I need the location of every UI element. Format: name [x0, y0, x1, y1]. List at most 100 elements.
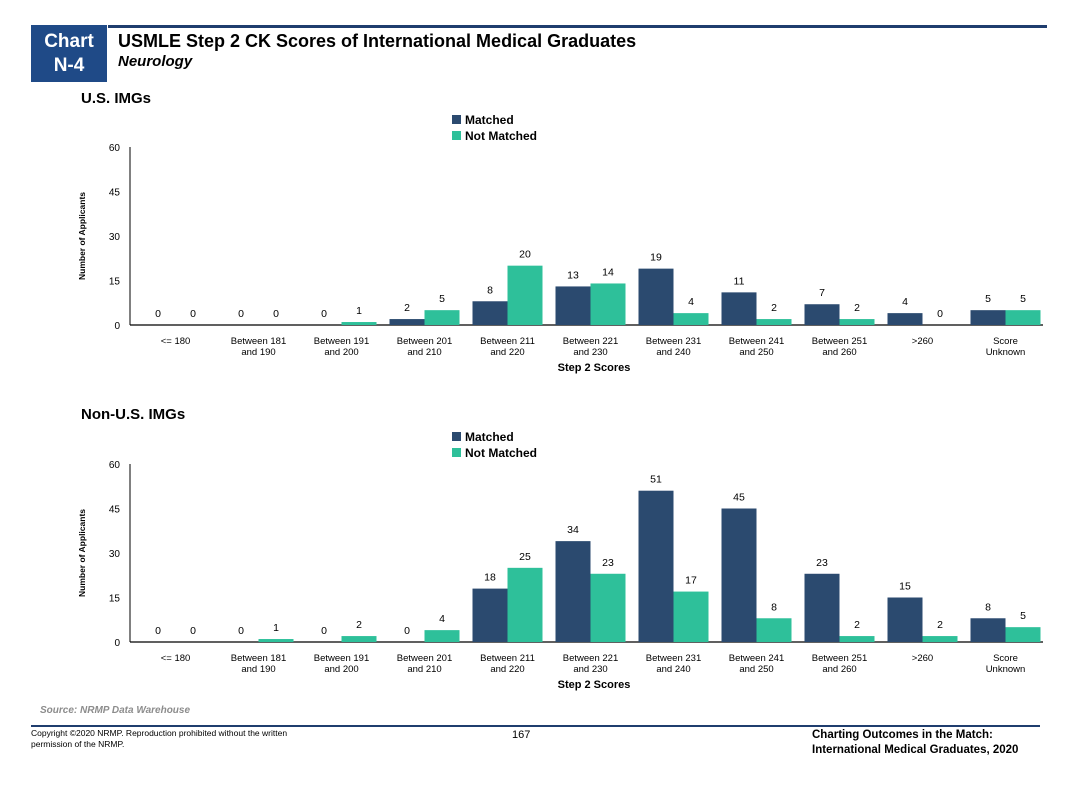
- bar-not-matched: [341, 636, 377, 642]
- x-tick-label: and 260: [822, 664, 856, 675]
- data-label-matched: 8: [487, 284, 493, 296]
- data-label-not-matched: 2: [771, 302, 777, 314]
- x-tick-label: and 250: [739, 347, 773, 358]
- bar-not-matched: [922, 636, 958, 642]
- x-tick-label: Unknown: [986, 347, 1026, 358]
- data-label-not-matched: 4: [688, 296, 694, 308]
- x-tick-label: <= 180: [161, 653, 191, 664]
- bar-matched: [638, 268, 674, 325]
- bar-not-matched: [341, 322, 377, 325]
- data-label-matched: 4: [902, 296, 908, 308]
- x-tick-label: and 250: [739, 664, 773, 675]
- y-tick-label: 45: [109, 505, 121, 516]
- x-tick-label: and 190: [241, 347, 275, 358]
- publication-line-2: International Medical Graduates, 2020: [812, 744, 1019, 756]
- data-label-matched: 5: [985, 293, 991, 305]
- data-label-matched: 0: [238, 308, 244, 320]
- x-tick-label: and 220: [490, 664, 524, 675]
- y-tick-label: 15: [109, 277, 121, 288]
- bar-not-matched: [507, 265, 543, 325]
- page-number: 167: [512, 729, 531, 741]
- bar-not-matched: [258, 639, 294, 642]
- bar-not-matched: [424, 310, 460, 325]
- data-label-matched: 19: [650, 252, 662, 264]
- x-tick-label: Between 201: [397, 653, 452, 664]
- x-tick-label: and 210: [407, 664, 441, 675]
- data-label-matched: 34: [567, 524, 579, 536]
- x-tick-label: Between 181: [231, 653, 286, 664]
- bar-matched: [555, 541, 591, 642]
- chart-number-badge: Chart N-4: [31, 25, 107, 82]
- data-label-not-matched: 0: [190, 308, 196, 320]
- bar-not-matched: [590, 283, 626, 325]
- bar-matched: [804, 573, 840, 642]
- data-label-not-matched: 8: [771, 601, 777, 613]
- bar-not-matched: [1005, 627, 1041, 642]
- x-tick-label: Between 211: [480, 653, 535, 664]
- legend-swatch-not-matched: [452, 448, 461, 457]
- data-label-matched: 13: [567, 269, 579, 281]
- bar-matched: [721, 508, 757, 642]
- data-label-matched: 0: [321, 625, 327, 637]
- data-label-matched: 51: [650, 474, 662, 486]
- section-title-non-us-imgs: Non-U.S. IMGs: [81, 406, 186, 423]
- data-label-matched: 0: [155, 625, 161, 637]
- bar-matched: [638, 490, 674, 642]
- x-tick-label: >260: [912, 336, 933, 347]
- x-tick-label: Between 241: [729, 653, 784, 664]
- x-tick-label: Score: [993, 653, 1018, 664]
- x-tick-label: and 230: [573, 664, 607, 675]
- x-tick-label: Between 251: [812, 653, 867, 664]
- x-tick-label: Between 241: [729, 336, 784, 347]
- data-label-not-matched: 5: [1020, 610, 1026, 622]
- y-axis-label: Number of Applicants: [77, 509, 87, 597]
- x-tick-label: Between 181: [231, 336, 286, 347]
- bar-matched: [389, 319, 425, 325]
- data-label-not-matched: 2: [356, 619, 362, 631]
- bar-not-matched: [756, 319, 792, 325]
- x-tick-label: Between 231: [646, 336, 701, 347]
- y-tick-label: 60: [109, 460, 121, 471]
- source-note: Source: NRMP Data Warehouse: [40, 705, 191, 716]
- data-label-not-matched: 0: [273, 308, 279, 320]
- section-title-us-imgs: U.S. IMGs: [81, 90, 152, 107]
- x-tick-label: Between 201: [397, 336, 452, 347]
- data-label-matched: 15: [899, 581, 911, 593]
- bar-matched: [887, 597, 923, 642]
- legend-label-matched: Matched: [465, 113, 514, 127]
- bar-not-matched: [507, 567, 543, 642]
- data-label-matched: 0: [321, 308, 327, 320]
- x-axis-label: Step 2 Scores: [558, 679, 631, 691]
- y-tick-label: 30: [109, 232, 121, 243]
- y-tick-label: 0: [114, 638, 120, 649]
- data-label-matched: 23: [816, 557, 828, 569]
- x-tick-label: and 200: [324, 664, 358, 675]
- data-label-not-matched: 5: [1020, 293, 1026, 305]
- publication-title: Charting Outcomes in the Match: Internat…: [812, 728, 1018, 758]
- data-label-not-matched: 0: [937, 308, 943, 320]
- data-label-not-matched: 0: [190, 625, 196, 637]
- data-label-matched: 0: [404, 625, 410, 637]
- x-tick-label: Between 251: [812, 336, 867, 347]
- y-axis-label: Number of Applicants: [77, 192, 87, 280]
- data-label-matched: 0: [238, 625, 244, 637]
- header-rule: [108, 25, 1047, 28]
- y-tick-label: 60: [109, 143, 121, 154]
- bar-matched: [804, 304, 840, 325]
- data-label-not-matched: 17: [685, 575, 697, 587]
- footer-rule: [31, 725, 1040, 727]
- x-tick-label: and 240: [656, 347, 690, 358]
- bar-not-matched: [424, 630, 460, 642]
- copyright-text: Copyright ©2020 NRMP. Reproduction prohi…: [31, 728, 288, 749]
- legend-label-matched: Matched: [465, 430, 514, 444]
- chart-non-us-imgs: Matched Not Matched Number of Applicants 0 1…: [77, 430, 1043, 691]
- y-tick-label: 0: [114, 321, 120, 332]
- badge-line-2: N-4: [53, 55, 85, 76]
- data-label-not-matched: 5: [439, 293, 445, 305]
- x-tick-label: Between 221: [563, 336, 618, 347]
- data-label-not-matched: 14: [602, 266, 614, 278]
- data-label-not-matched: 20: [519, 249, 531, 261]
- data-label-matched: 11: [734, 275, 745, 287]
- bar-not-matched: [1005, 310, 1041, 325]
- data-label-not-matched: 23: [602, 557, 614, 569]
